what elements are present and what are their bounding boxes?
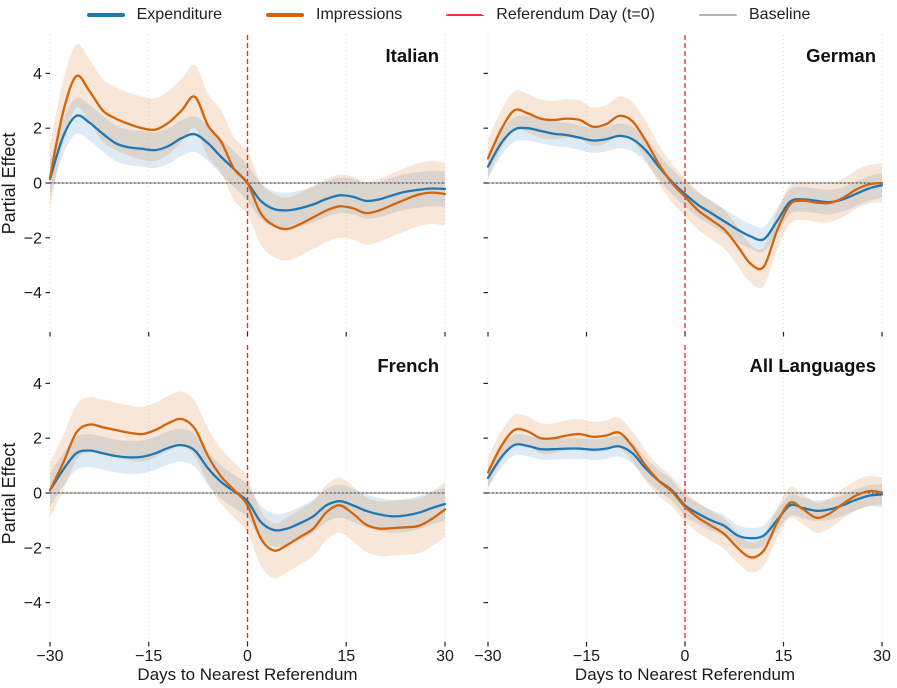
legend-item-referendum-day: Referendum Day (t=0) <box>446 6 655 24</box>
svg-text:2: 2 <box>33 121 42 138</box>
legend-label-impressions: Impressions <box>316 6 403 23</box>
svg-text:−30: −30 <box>474 648 501 665</box>
impressions-line-swatch <box>266 13 305 17</box>
svg-text:Italian: Italian <box>386 45 439 66</box>
svg-text:Partial Effect: Partial Effect <box>0 443 19 545</box>
svg-text:4: 4 <box>33 376 42 393</box>
legend: Expenditure Impressions Referendum Day (… <box>0 0 897 30</box>
legend-label-baseline: Baseline <box>749 6 811 23</box>
referendum-day-line-swatch <box>446 14 485 16</box>
svg-text:15: 15 <box>775 648 793 665</box>
svg-text:0: 0 <box>243 648 252 665</box>
baseline-line-swatch <box>699 14 737 16</box>
svg-text:Days to Nearest Referendum: Days to Nearest Referendum <box>137 665 357 684</box>
svg-text:0: 0 <box>33 486 42 503</box>
chart-all-languages: −30 −15 0 15 30 Days to Nearest Referendum All… <box>474 345 891 684</box>
svg-text:Days to Nearest Referendum: Days to Nearest Referendum <box>575 665 795 684</box>
chart-row-top: 4 2 0 −2 −4 Partial Effect Italian German <box>0 30 897 340</box>
svg-text:4: 4 <box>33 66 42 83</box>
svg-text:0: 0 <box>33 176 42 193</box>
svg-text:0: 0 <box>681 648 690 665</box>
svg-text:30: 30 <box>436 648 454 665</box>
svg-text:−30: −30 <box>36 648 63 665</box>
svg-text:−15: −15 <box>135 648 162 665</box>
expenditure-line-swatch <box>86 13 125 17</box>
legend-label-referendum-day: Referendum Day (t=0) <box>496 6 655 23</box>
svg-text:30: 30 <box>873 648 891 665</box>
svg-text:German: German <box>806 45 876 66</box>
svg-text:−4: −4 <box>24 595 42 612</box>
svg-text:Partial Effect: Partial Effect <box>0 133 19 235</box>
svg-text:−2: −2 <box>24 540 42 557</box>
svg-text:All Languages: All Languages <box>750 355 876 376</box>
legend-label-expenditure: Expenditure <box>136 6 223 23</box>
chart-row-bottom: 4 2 0 −2 −4 Partial Effect −30 −15 0 15 30 Days to … <box>0 340 897 688</box>
chart-italian: 4 2 0 −2 −4 Partial Effect Italian <box>0 35 447 337</box>
svg-text:15: 15 <box>337 648 355 665</box>
svg-text:French: French <box>377 355 439 376</box>
svg-text:2: 2 <box>33 431 42 448</box>
svg-text:−4: −4 <box>24 285 42 302</box>
legend-item-impressions: Impressions <box>266 6 402 24</box>
chart-german: German <box>483 35 884 337</box>
svg-text:−2: −2 <box>24 230 42 247</box>
svg-text:−15: −15 <box>573 648 600 665</box>
legend-item-expenditure: Expenditure <box>86 6 223 24</box>
chart-french: 4 2 0 −2 −4 Partial Effect −30 −15 0 15 30 Days to … <box>0 345 454 684</box>
legend-item-baseline: Baseline <box>699 6 810 24</box>
